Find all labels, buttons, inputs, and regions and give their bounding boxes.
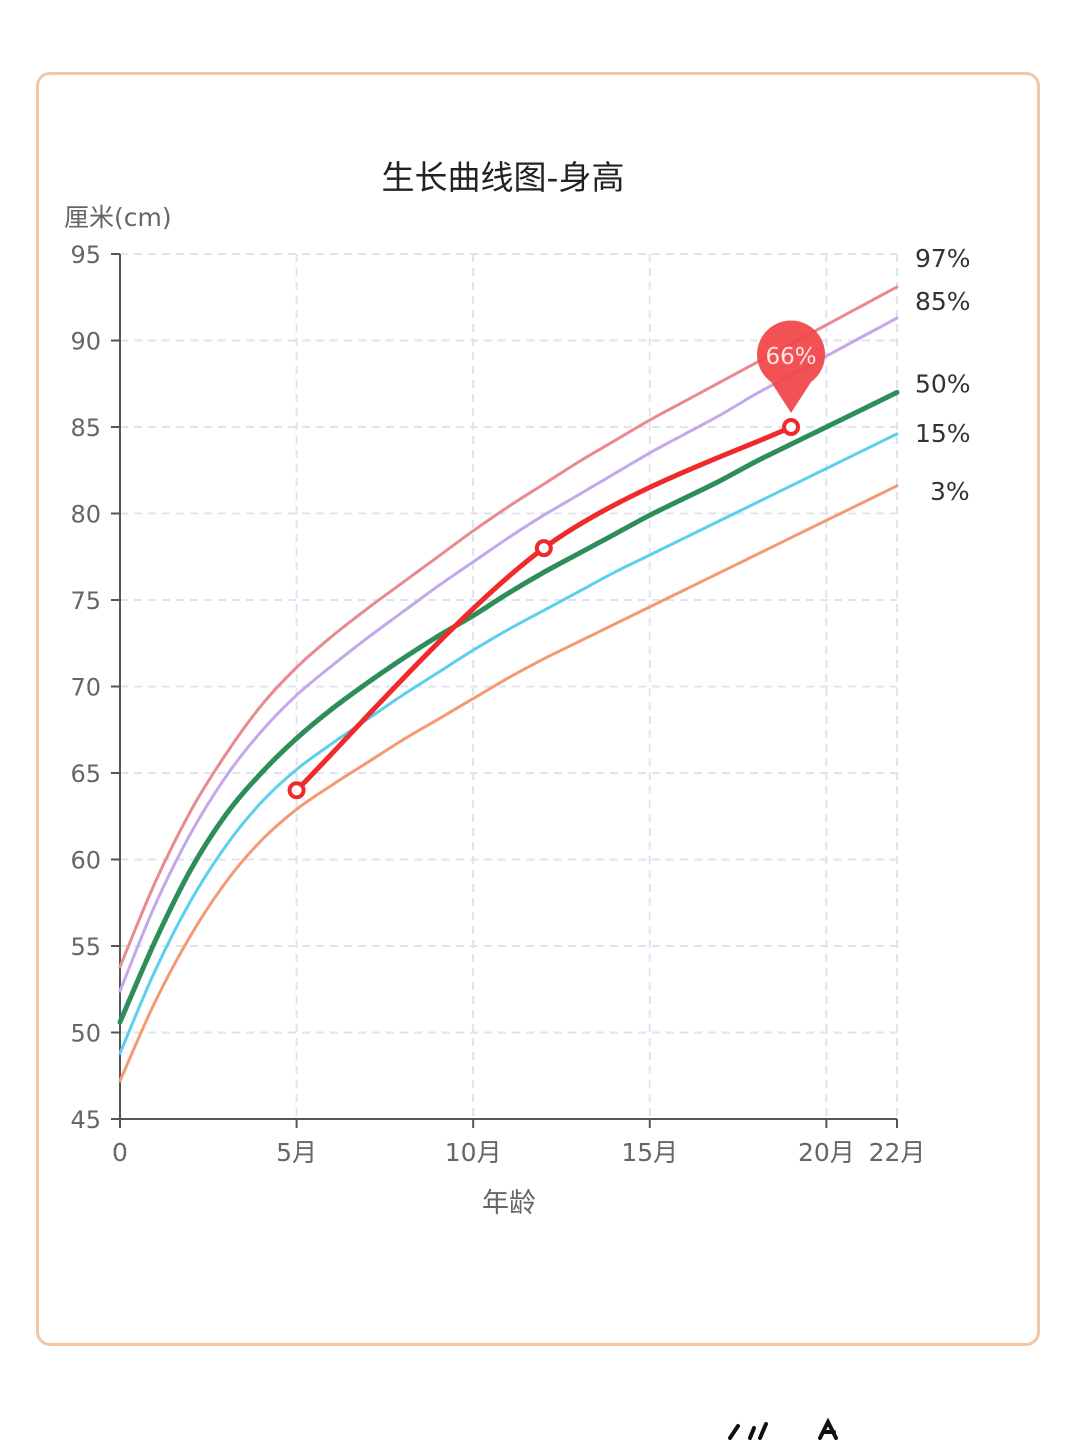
measurement-point[interactable] — [782, 418, 801, 436]
y-tick-label: 90 — [70, 328, 101, 356]
measurement-point[interactable] — [534, 539, 553, 558]
measurement-layer: 66% — [287, 320, 826, 800]
y-tick-label: 50 — [70, 1020, 101, 1048]
y-tick-label: 45 — [70, 1106, 101, 1134]
series-label: 15% — [915, 419, 971, 448]
y-tick-label: 85 — [70, 414, 101, 442]
x-tick-label: 20月 — [798, 1138, 855, 1167]
y-tick-label: 80 — [70, 501, 101, 529]
series-label: 50% — [915, 369, 971, 398]
axes: 45 50 55 60 65 70 75 80 85 90 95 0 5月 10月 15月 20月 22月 — [70, 241, 925, 1167]
percentile-pin-label: 66% — [765, 344, 816, 370]
series-line — [117, 389, 900, 1025]
series-label: 85% — [915, 287, 971, 316]
measurement-point[interactable] — [287, 781, 306, 800]
series-line — [118, 484, 899, 1083]
series-line — [118, 316, 899, 993]
y-tick-label: 60 — [70, 847, 101, 875]
percentile-pin-icon — [757, 320, 826, 413]
x-axis-label: 年龄 — [482, 1188, 536, 1219]
y-tick-label: 55 — [70, 933, 101, 961]
chart-title: 生长曲线图-身高 — [382, 158, 625, 197]
series-labels: 97% 85% 50% 15% 3% — [915, 244, 971, 506]
x-tick-label: 10月 — [445, 1138, 502, 1167]
x-tick-label: 5月 — [276, 1138, 317, 1167]
y-tick-label: 65 — [70, 760, 101, 788]
x-tick-label: 15月 — [621, 1138, 678, 1167]
series-label: 3% — [930, 477, 970, 506]
y-tick-label: 70 — [70, 674, 101, 702]
series-line — [118, 432, 899, 1055]
series-layer — [117, 285, 900, 1083]
decorative-scribble — [728, 1418, 838, 1440]
chart-card — [36, 72, 1040, 1346]
x-tick-label: 22月 — [869, 1138, 926, 1167]
x-tick-label: 0 — [112, 1138, 128, 1167]
y-axis-label: 厘米(cm) — [64, 203, 172, 232]
y-tick-label: 75 — [70, 587, 101, 615]
y-tick-label: 95 — [70, 241, 101, 269]
series-label: 97% — [915, 244, 971, 273]
